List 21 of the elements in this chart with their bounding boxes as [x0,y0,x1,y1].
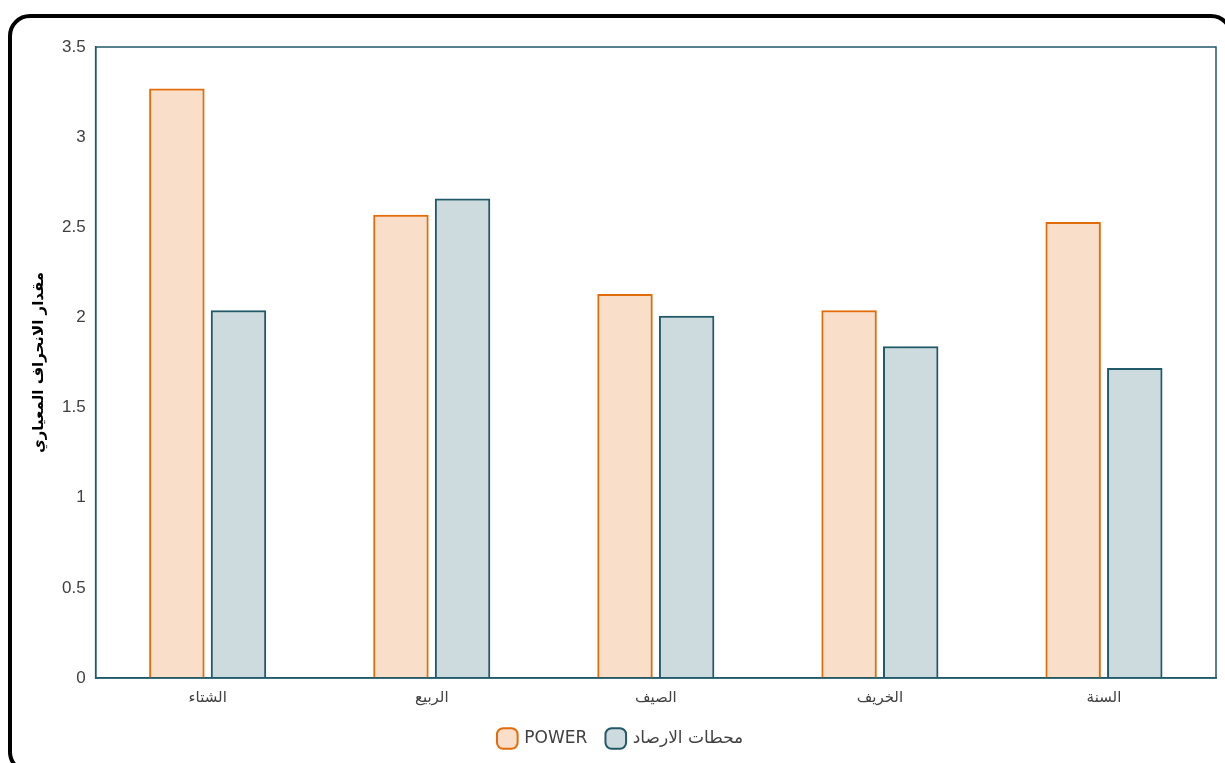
y-tick-label: 2 [76,307,86,327]
x-tick-label: السنة [1086,687,1122,706]
y-tick-label: 1 [76,487,86,507]
y-tick-label: 0.5 [61,577,86,597]
y-tick-label: 3 [76,126,86,146]
legend-label: POWER [524,726,588,747]
bar [597,293,653,678]
y-axis-title: مقدار الانحراف المعياري [28,271,48,454]
y-tick-label: 0 [76,667,86,687]
y-tick-label: 2.5 [61,216,86,236]
bar [149,88,205,678]
legend-label: محطات الارصاد [632,726,744,747]
bar [1045,221,1101,678]
y-tick-label: 1.5 [61,397,86,417]
x-tick-label: الخريف [856,687,904,706]
bar [373,214,429,678]
bar [821,310,877,678]
x-tick-label: الربيع [414,687,449,706]
x-tick-label: الصيف [634,687,677,706]
y-tick-label: 3.5 [61,36,86,56]
x-tick-label: الشتاء [188,687,227,706]
